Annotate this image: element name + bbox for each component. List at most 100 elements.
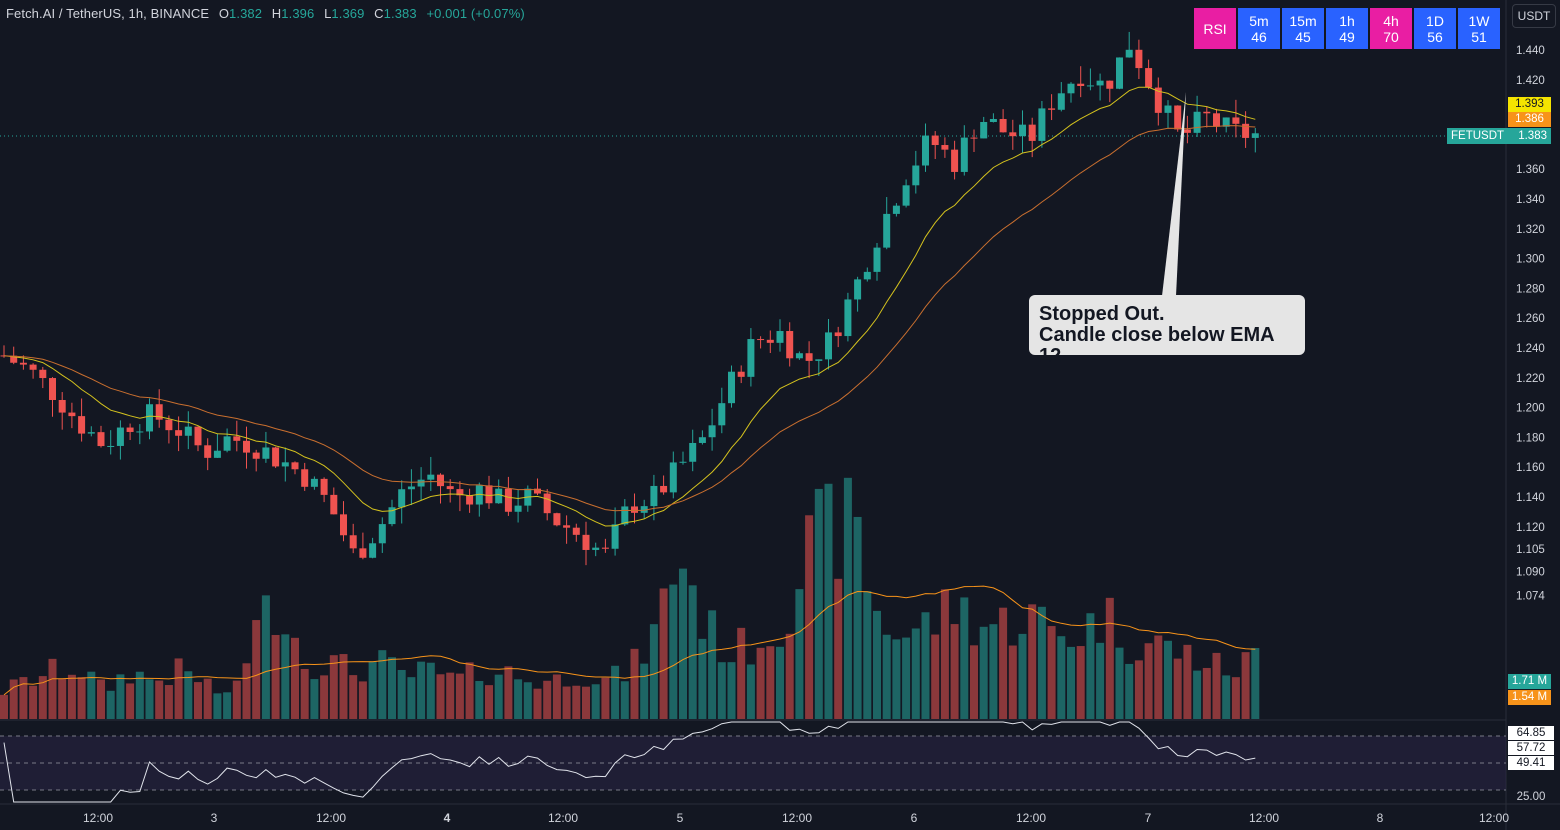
- volume-bar: [727, 662, 736, 719]
- symbol-legend: Fetch.AI / TetherUS, 1h, BINANCE O1.382 …: [6, 6, 525, 21]
- volume-bar: [1086, 613, 1095, 719]
- candle-body: [805, 353, 813, 361]
- volume-bar: [552, 674, 561, 719]
- candle-body: [165, 419, 173, 431]
- volume-bar: [378, 650, 387, 719]
- candle-body: [320, 478, 328, 495]
- candle-body: [902, 185, 910, 206]
- symbol-tag-name: FETUSDT: [1451, 130, 1505, 142]
- close-value: 1.383: [383, 6, 417, 21]
- volume-bar: [1037, 606, 1046, 719]
- candle-body: [1242, 123, 1250, 138]
- rsi-button-label: RSI: [1203, 20, 1227, 37]
- candle-body: [1125, 49, 1133, 58]
- volume-ma-line: [3, 585, 1256, 696]
- volume-bar: [514, 679, 523, 719]
- candle-body: [1009, 132, 1017, 137]
- volume-bar: [485, 685, 493, 719]
- volume-bar: [989, 624, 998, 719]
- tf-label: 5m: [1249, 12, 1269, 29]
- candle-body: [1251, 133, 1259, 138]
- time-tick-label: 5: [677, 811, 684, 825]
- time-tick-label: 7: [1145, 811, 1152, 825]
- volume-bar: [611, 665, 620, 719]
- tf-4h-button[interactable]: 4h 70: [1370, 8, 1412, 49]
- candle-body: [708, 425, 716, 438]
- price-tick-label: 1.300: [1516, 254, 1545, 266]
- volume-bar: [1125, 663, 1134, 719]
- candle-body: [1057, 93, 1065, 110]
- volume-bar: [436, 674, 445, 719]
- volume-bar: [523, 682, 532, 719]
- candle-body: [446, 486, 454, 490]
- volume-bar: [281, 634, 290, 719]
- candle-body: [1232, 117, 1240, 124]
- high-label: H: [271, 6, 282, 21]
- tf-5m-button[interactable]: 5m 46: [1238, 8, 1280, 49]
- volume-bar: [223, 692, 232, 719]
- tf-1d-button[interactable]: 1D 56: [1414, 8, 1456, 49]
- volume-bar: [194, 682, 202, 719]
- volume-bar: [446, 672, 455, 719]
- candle-body: [281, 462, 289, 467]
- volume-bar: [271, 634, 280, 719]
- candle-body: [883, 213, 891, 248]
- volume-bar: [679, 568, 687, 719]
- volume-bar: [126, 683, 135, 719]
- candle-body: [815, 359, 823, 361]
- volume-bar: [1193, 670, 1202, 719]
- candle-body: [572, 527, 580, 535]
- currency-button[interactable]: USDT: [1512, 4, 1556, 28]
- candle-body: [437, 474, 444, 487]
- candle-body: [757, 339, 765, 341]
- volume-bar: [785, 633, 794, 719]
- tf-value: 45: [1295, 28, 1311, 45]
- volume-bar: [213, 693, 222, 719]
- volume-bar: [562, 686, 571, 719]
- candle-body: [1106, 80, 1114, 89]
- callout-line-2: Candle close below EMA 12: [1039, 324, 1274, 367]
- volume-bar: [1028, 604, 1037, 719]
- volume-bar: [717, 662, 726, 719]
- tf-1h-button[interactable]: 1h 49: [1326, 8, 1368, 49]
- volume-bar: [242, 663, 251, 719]
- volume-bar: [911, 628, 920, 719]
- volume-bar: [640, 663, 649, 719]
- high-value: 1.396: [281, 6, 315, 21]
- candle-body: [301, 469, 309, 487]
- volume-bar: [1076, 646, 1085, 719]
- tf-15m-button[interactable]: 15m 45: [1282, 8, 1324, 49]
- rsi-button[interactable]: RSI: [1194, 8, 1236, 49]
- volume-bar: [659, 588, 668, 719]
- candle-body: [1116, 57, 1123, 89]
- tf-1w-button[interactable]: 1W 51: [1458, 8, 1500, 49]
- candle-body: [58, 399, 66, 413]
- price-tick-label: 1.260: [1516, 313, 1545, 325]
- tf-value: 56: [1427, 28, 1443, 45]
- candle-body: [941, 145, 949, 150]
- candle-body: [786, 331, 794, 359]
- volume-bar: [630, 648, 639, 719]
- volume-bar: [863, 591, 872, 719]
- volume-bar: [67, 674, 76, 719]
- time-tick-label: 12:00: [316, 811, 346, 825]
- candle-body: [728, 371, 735, 404]
- volume-bar: [776, 646, 784, 719]
- candle-body: [834, 332, 842, 337]
- volume-bar: [1067, 646, 1075, 719]
- volume-bar: [145, 679, 154, 719]
- annotation-callout[interactable]: Stopped Out. Candle close below EMA 12: [1029, 295, 1305, 367]
- candle-body: [514, 505, 522, 512]
- open-label: O: [218, 6, 230, 21]
- volume-bar: [58, 679, 67, 719]
- volume-bar: [766, 646, 775, 719]
- volume-bar: [9, 679, 18, 719]
- price-tick-label: 1.200: [1516, 403, 1545, 415]
- volume-bar: [300, 668, 309, 719]
- low-value: 1.369: [331, 6, 365, 21]
- candle-body: [698, 437, 706, 443]
- candle-body: [485, 485, 493, 504]
- volume-bar: [533, 688, 542, 719]
- candle-body: [592, 547, 600, 550]
